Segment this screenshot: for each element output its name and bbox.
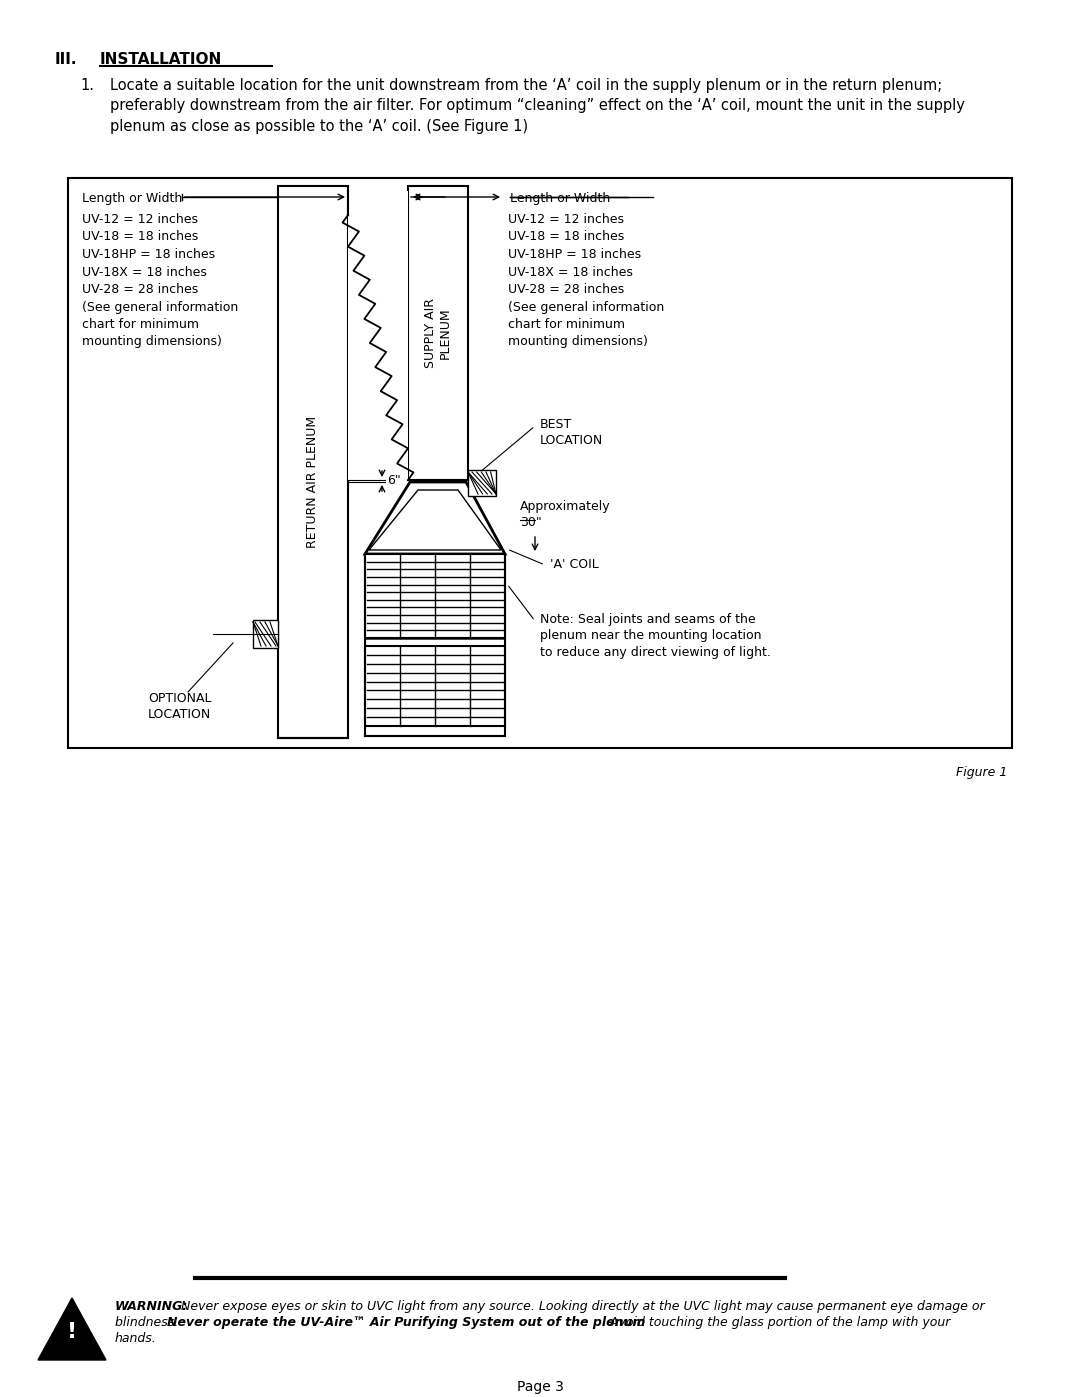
Bar <box>408 186 468 481</box>
Polygon shape <box>348 191 408 481</box>
Bar <box>278 186 348 738</box>
Text: 'A' COIL: 'A' COIL <box>550 559 598 571</box>
Bar <box>253 620 278 648</box>
Bar <box>68 177 1012 747</box>
Text: . Avoid touching the glass portion of the lamp with your: . Avoid touching the glass portion of th… <box>602 1316 950 1329</box>
Text: Length or Width: Length or Width <box>510 191 610 205</box>
Text: UV-12 = 12 inches
UV-18 = 18 inches
UV-18HP = 18 inches
UV-18X = 18 inches
UV-28: UV-12 = 12 inches UV-18 = 18 inches UV-1… <box>82 212 239 348</box>
Text: hands.: hands. <box>114 1331 157 1345</box>
Bar <box>365 645 505 726</box>
Text: UV-12 = 12 inches
UV-18 = 18 inches
UV-18HP = 18 inches
UV-18X = 18 inches
UV-28: UV-12 = 12 inches UV-18 = 18 inches UV-1… <box>508 212 664 348</box>
Text: RETURN AIR PLENUM: RETURN AIR PLENUM <box>307 416 320 548</box>
Bar <box>365 555 505 638</box>
Text: 1.: 1. <box>80 78 94 94</box>
Polygon shape <box>38 1298 106 1361</box>
Text: OPTIONAL
LOCATION: OPTIONAL LOCATION <box>148 692 212 721</box>
Text: BEST
LOCATION: BEST LOCATION <box>540 418 604 447</box>
Text: 6": 6" <box>387 475 401 488</box>
Text: INSTALLATION: INSTALLATION <box>100 52 222 67</box>
Text: Length or Width: Length or Width <box>82 191 183 205</box>
Text: !: ! <box>67 1322 77 1343</box>
Text: Page 3: Page 3 <box>516 1380 564 1394</box>
Polygon shape <box>369 490 501 550</box>
Text: Never operate the UV-Aire™ Air Purifying System out of the plenum: Never operate the UV-Aire™ Air Purifying… <box>167 1316 646 1329</box>
Text: Note: Seal joints and seams of the
plenum near the mounting location
to reduce a: Note: Seal joints and seams of the plenu… <box>540 613 771 659</box>
Text: Approximately
30": Approximately 30" <box>519 500 610 529</box>
Text: WARNING:: WARNING: <box>114 1301 188 1313</box>
Text: SUPPLY AIR
PLENUM: SUPPLY AIR PLENUM <box>424 298 453 367</box>
Text: Locate a suitable location for the unit downstream from the ‘A’ coil in the supp: Locate a suitable location for the unit … <box>110 78 964 134</box>
Polygon shape <box>365 482 505 555</box>
Bar <box>468 469 496 496</box>
Text: Figure 1: Figure 1 <box>956 766 1007 780</box>
Text: blindness.: blindness. <box>114 1316 183 1329</box>
Text: III.: III. <box>55 52 78 67</box>
Text: Never expose eyes or skin to UVC light from any source. Looking directly at the : Never expose eyes or skin to UVC light f… <box>181 1301 985 1313</box>
